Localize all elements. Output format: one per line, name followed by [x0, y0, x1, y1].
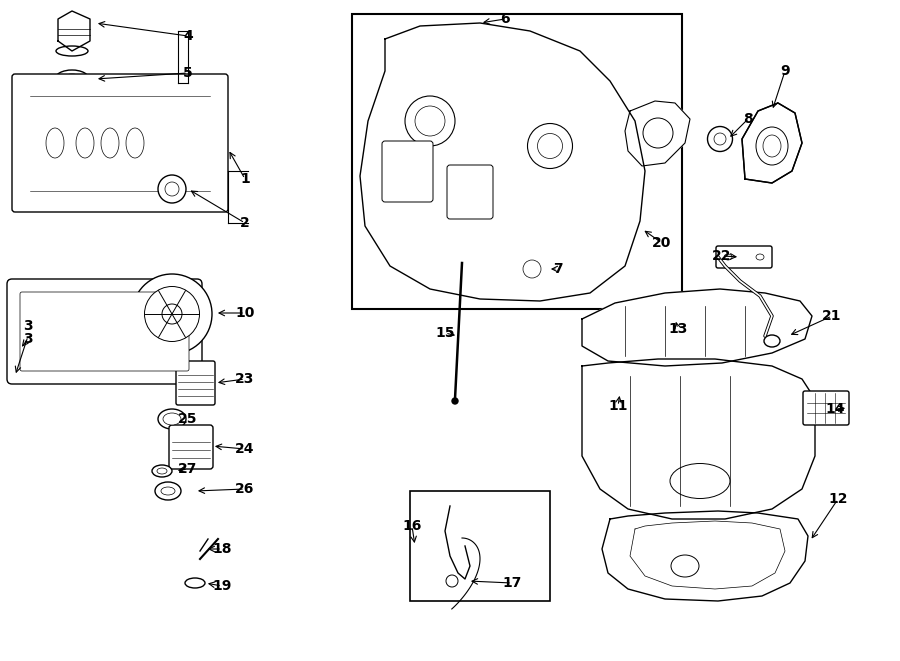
- Text: 10: 10: [235, 306, 255, 320]
- Text: 24: 24: [235, 442, 255, 456]
- Text: 27: 27: [178, 462, 198, 476]
- FancyBboxPatch shape: [12, 74, 228, 212]
- Ellipse shape: [152, 465, 172, 477]
- Ellipse shape: [517, 254, 547, 284]
- FancyBboxPatch shape: [716, 246, 772, 268]
- Text: 8: 8: [743, 112, 753, 126]
- Ellipse shape: [101, 128, 119, 158]
- Ellipse shape: [763, 135, 781, 157]
- Polygon shape: [58, 11, 90, 51]
- Ellipse shape: [157, 468, 167, 474]
- Ellipse shape: [671, 555, 699, 577]
- Ellipse shape: [446, 575, 458, 587]
- Ellipse shape: [670, 463, 730, 498]
- Text: 3: 3: [23, 332, 32, 346]
- Ellipse shape: [415, 106, 445, 136]
- Ellipse shape: [56, 46, 88, 56]
- Polygon shape: [625, 101, 690, 166]
- Text: 26: 26: [235, 482, 255, 496]
- Ellipse shape: [707, 126, 733, 151]
- Text: 5: 5: [183, 66, 193, 80]
- Ellipse shape: [46, 128, 64, 158]
- Text: 18: 18: [212, 542, 232, 556]
- FancyBboxPatch shape: [447, 165, 493, 219]
- Text: 2: 2: [240, 216, 250, 230]
- Ellipse shape: [452, 398, 458, 404]
- Ellipse shape: [55, 70, 89, 88]
- Ellipse shape: [163, 413, 181, 425]
- Ellipse shape: [527, 124, 572, 169]
- Text: 6: 6: [500, 12, 509, 26]
- Polygon shape: [582, 359, 815, 519]
- Ellipse shape: [76, 128, 94, 158]
- Ellipse shape: [537, 134, 562, 159]
- FancyBboxPatch shape: [7, 279, 202, 384]
- Ellipse shape: [132, 274, 212, 354]
- FancyBboxPatch shape: [352, 14, 682, 309]
- Text: 21: 21: [823, 309, 842, 323]
- FancyBboxPatch shape: [382, 141, 433, 202]
- Text: 1: 1: [240, 172, 250, 186]
- FancyBboxPatch shape: [176, 361, 215, 405]
- Ellipse shape: [756, 127, 788, 165]
- Text: 11: 11: [608, 399, 628, 413]
- Text: 4: 4: [183, 29, 193, 43]
- Text: 19: 19: [212, 579, 231, 593]
- Ellipse shape: [643, 118, 673, 148]
- Text: 16: 16: [402, 519, 422, 533]
- Text: 14: 14: [825, 402, 845, 416]
- Polygon shape: [742, 103, 802, 183]
- Ellipse shape: [764, 335, 780, 347]
- Polygon shape: [602, 511, 808, 601]
- Ellipse shape: [714, 133, 726, 145]
- Text: 7: 7: [554, 262, 562, 276]
- Text: 25: 25: [178, 412, 198, 426]
- Text: 12: 12: [828, 492, 848, 506]
- Text: 22: 22: [712, 249, 732, 263]
- Text: 15: 15: [436, 326, 454, 340]
- Text: 17: 17: [502, 576, 522, 590]
- FancyBboxPatch shape: [410, 491, 550, 601]
- Polygon shape: [380, 236, 635, 306]
- Ellipse shape: [405, 96, 455, 146]
- Ellipse shape: [61, 74, 83, 84]
- Text: 13: 13: [669, 322, 688, 336]
- Ellipse shape: [158, 409, 186, 429]
- Ellipse shape: [126, 128, 144, 158]
- Ellipse shape: [155, 482, 181, 500]
- FancyBboxPatch shape: [803, 391, 849, 425]
- Ellipse shape: [724, 254, 732, 260]
- FancyBboxPatch shape: [169, 425, 213, 469]
- Ellipse shape: [165, 182, 179, 196]
- Text: 20: 20: [652, 236, 671, 250]
- Polygon shape: [360, 23, 645, 301]
- Text: 23: 23: [235, 372, 255, 386]
- FancyBboxPatch shape: [20, 292, 189, 371]
- Polygon shape: [582, 289, 812, 366]
- Ellipse shape: [523, 260, 541, 278]
- Ellipse shape: [145, 286, 200, 342]
- Ellipse shape: [161, 487, 175, 495]
- Text: 9: 9: [780, 64, 790, 78]
- Text: 3: 3: [23, 319, 32, 333]
- Ellipse shape: [162, 304, 182, 324]
- Ellipse shape: [756, 254, 764, 260]
- Ellipse shape: [185, 578, 205, 588]
- Ellipse shape: [158, 175, 186, 203]
